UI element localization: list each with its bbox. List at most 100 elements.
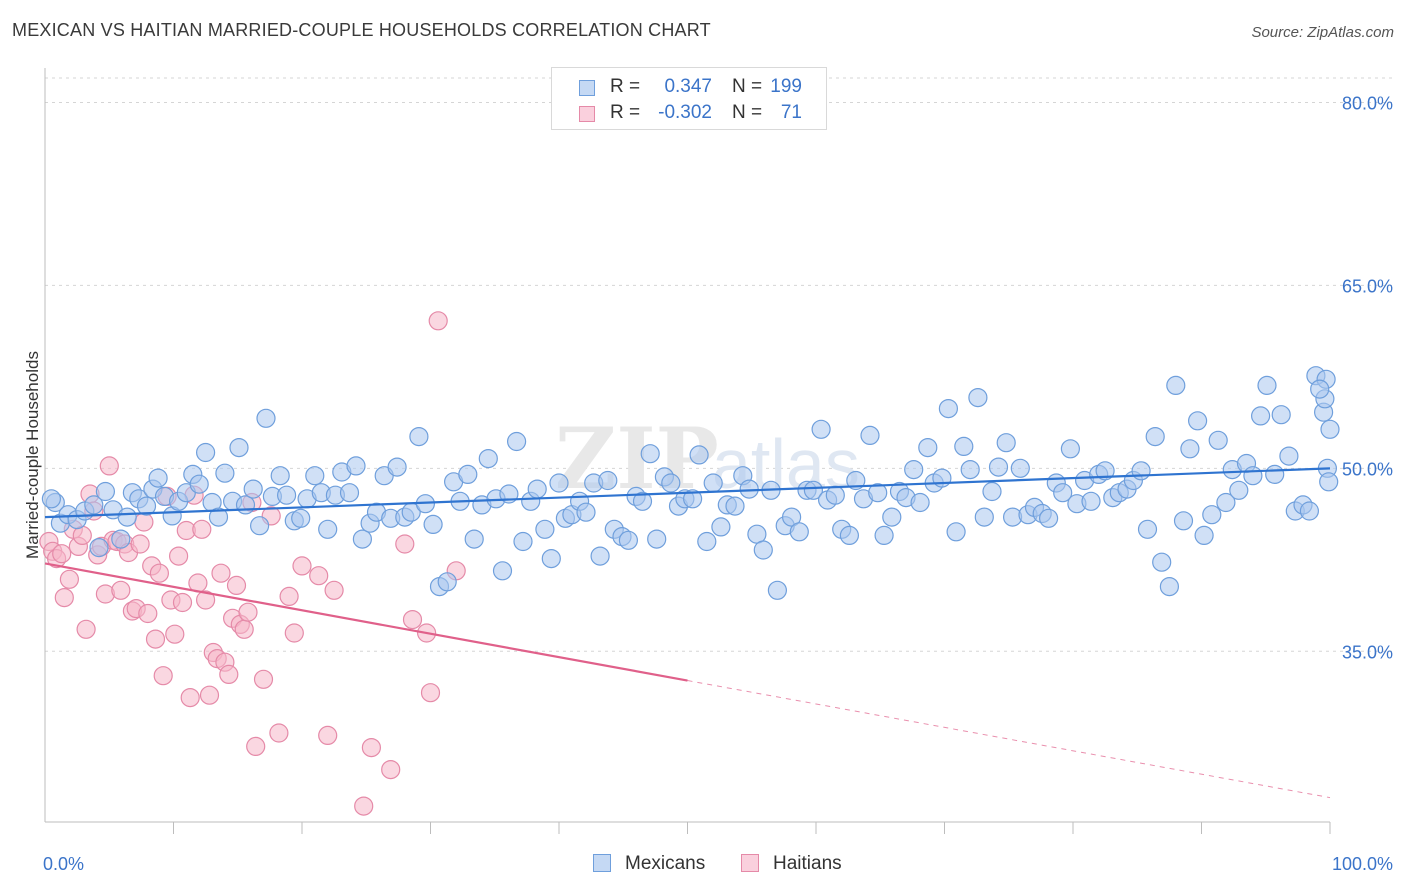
mexican-point [1265,464,1285,484]
mexican-point [1145,427,1165,447]
mexican-point [982,481,1002,502]
haitian-point [402,609,423,630]
mexican-point [803,480,824,500]
mexican-point [882,507,902,527]
mexican-point [1208,430,1228,450]
mexican-point [1320,419,1340,439]
trend-line [44,467,1331,519]
axes [44,68,1331,834]
mexican-point [1131,461,1151,481]
haitians-points [39,311,466,816]
tick-labels: 35.0% 50.0% 65.0% 80.0% 0.0% 100.0% Married-co… [23,93,1393,874]
haitian-point [59,569,80,589]
mexican-point [1194,525,1214,546]
haitian-point [309,566,329,586]
haitian-point [145,629,166,649]
haitian-point [279,586,299,607]
n-value: 199 [770,76,802,97]
haitian-point [199,685,220,705]
mexican-point [387,457,407,477]
haitian-point [428,311,448,331]
mexican-point [1257,375,1277,395]
mexican-point [117,507,137,527]
mexican-point [910,492,930,513]
mexican-point [89,537,109,558]
mexican-point [946,522,966,542]
mexican-point [1053,483,1073,503]
mexican-point [1319,472,1339,492]
mexican-point [95,481,116,502]
mexican-point [647,529,667,549]
haitian-point [99,456,119,476]
haitian-point [354,796,374,816]
legend-label: Haitians [773,853,842,874]
mexican-point [1271,405,1291,425]
haitian-point [234,619,254,639]
mexican-point [996,433,1016,453]
mexican-point [868,483,888,503]
mexican-point [689,445,709,465]
mexican-point [918,438,938,458]
n-label: N = [732,102,763,123]
haitians-legend-icon [741,854,759,872]
mexican-point [1279,446,1299,466]
y-tick-label: 80.0% [1342,93,1393,113]
haitian-point [52,544,72,564]
mexican-point [291,508,311,528]
mexican-point [846,470,866,491]
mexican-point [590,546,610,566]
mexican-point [1299,501,1320,521]
mexican-point [1166,375,1186,395]
haitian-point [219,664,239,685]
mexican-point [215,463,235,483]
haitian-point [172,592,193,613]
mexican-point [682,489,703,509]
mexican-point [535,519,555,539]
mexican-point [960,460,980,480]
r-value: 0.347 [664,76,712,97]
mexican-point [513,531,533,552]
trend-lines [44,467,1331,799]
mexican-point [753,540,773,560]
mexican-point [1159,576,1180,597]
haitian-point [324,580,344,600]
mexican-point [189,474,209,494]
mexican-point [1173,511,1194,531]
n-value: 71 [780,102,802,123]
mexican-point [1310,379,1330,399]
mexican-point [1187,411,1208,431]
mexican-point [1060,439,1081,459]
mexican-point [1250,406,1271,426]
mexican-point [437,572,457,592]
grid-layer [45,77,1395,652]
mexican-point [974,507,994,527]
r-label: R = [610,76,641,97]
mexican-point [860,425,880,445]
mexican-point [1216,492,1236,513]
y-tick-label: 50.0% [1342,459,1393,479]
y-tick-label: 35.0% [1342,642,1393,662]
mexican-point [697,531,717,552]
haitian-point [153,666,173,686]
mexican-point [839,525,860,546]
mexican-point [270,466,290,486]
haitian-point [395,534,415,554]
mexican-point [767,580,788,600]
haitian-point [381,759,401,780]
mexican-point [988,457,1009,477]
trend-line [44,562,688,682]
haitian-point [420,683,441,703]
mexican-point [1243,466,1263,486]
mexican-point [277,485,297,505]
haitian-point [284,623,304,643]
mexican-point [1180,439,1200,459]
mexican-point [1010,458,1030,478]
mexican-point [576,502,596,522]
haitian-point [196,590,216,610]
haitian-point [149,563,169,583]
mexican-point [789,522,809,542]
mexican-point [618,530,639,550]
haitian-point [246,736,266,757]
haitian-point [165,624,185,644]
